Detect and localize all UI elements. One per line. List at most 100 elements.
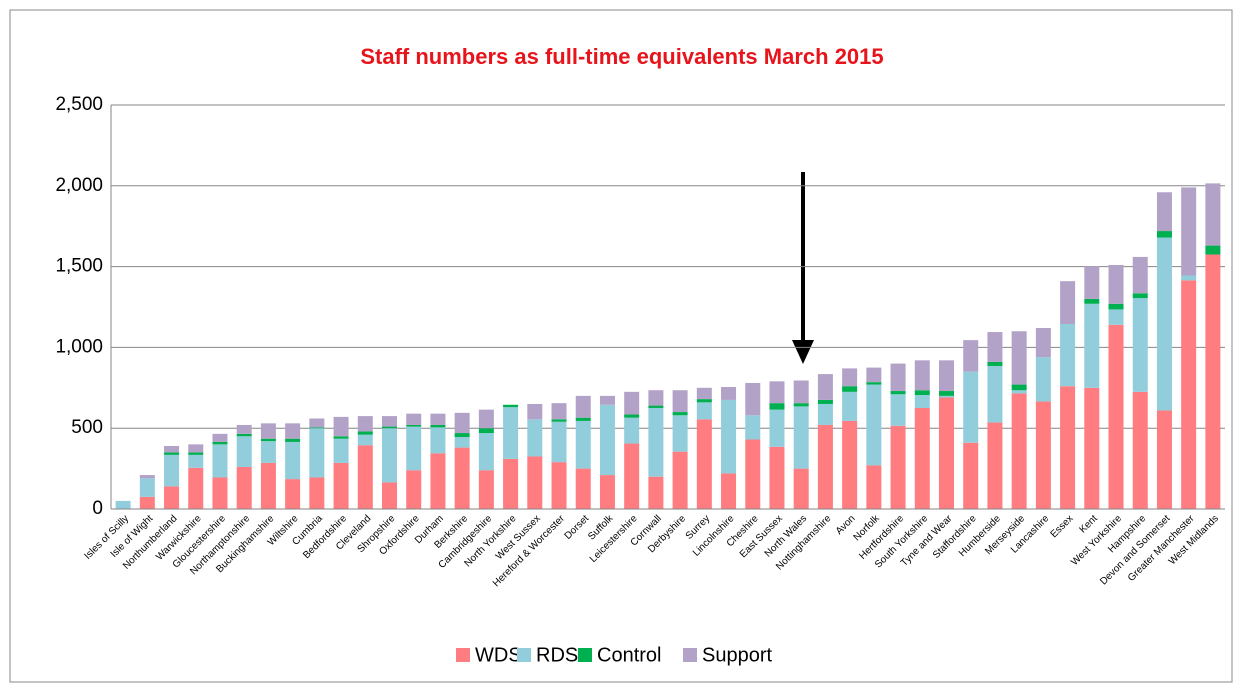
bar-segment [890,425,906,509]
bar-segment [939,397,954,509]
bar-segment [551,421,567,463]
bar-segment [430,453,446,509]
bar-segment [333,462,349,509]
bar-segment [139,475,155,479]
bar-segment [260,462,276,509]
bar-segment [1084,266,1100,299]
bar-segment [1132,298,1148,392]
bar-segment [866,382,882,385]
legend-swatch [683,648,697,662]
bar-segment [139,478,155,497]
bar-segment [1084,303,1100,388]
bar-segment [963,442,979,509]
bar-segment [527,419,543,457]
bar-segment [430,427,446,454]
bar-segment [963,371,979,443]
bar-segment [1011,331,1027,385]
bar-segment [333,438,349,463]
bar-segment [842,368,858,387]
bar-segment [1181,280,1197,509]
bar-segment [939,391,954,396]
bar-segment [430,424,446,428]
bar-segment [624,391,640,415]
bar-segment [1035,357,1051,402]
bar-segment [624,443,640,509]
bar-segment [357,445,373,509]
bar-segment [260,438,276,442]
y-tick-label: 1,000 [55,336,103,357]
bar-segment [1181,187,1197,276]
bar-segment [890,391,906,395]
bar-segment [914,395,930,408]
bar-segment [721,399,737,474]
bar-segment [188,454,204,468]
bar-segment [212,477,228,509]
chart-border [9,9,1233,683]
y-tick-label: 0 [92,498,103,519]
bar-segment [696,402,712,420]
bar-segment [1132,391,1148,509]
bar-segment [1156,237,1172,411]
bar-segment [745,382,761,416]
bar-segment [357,416,373,432]
bar-segment [914,360,930,391]
bar-segment [382,426,397,429]
y-tick-label: 1,500 [55,256,103,277]
bar-segment [987,422,1003,509]
bar-segment [721,386,737,400]
bar-segment [866,367,882,383]
bar-segment [963,340,979,372]
bar-segment [382,482,397,509]
bar-segment [575,417,591,421]
bar-segment [236,424,252,434]
bar-segment [115,500,131,509]
bar-segment [817,403,833,425]
bar-segment [527,456,543,509]
bar-segment [648,390,664,406]
bar-segment [406,424,422,427]
bar-segment [454,433,470,438]
bar-segment [1205,245,1221,255]
bar-segment [212,433,228,442]
bar-segment [624,414,640,418]
bar-segment [309,427,325,429]
bar-segment [406,413,422,425]
bar-segment [745,415,761,440]
bar-segment [357,434,373,446]
bar-segment [309,428,325,478]
bar-segment [914,390,930,396]
arrow [792,172,814,364]
bar-segment [890,394,906,426]
bar-segment [1181,275,1197,281]
bar-segment [987,332,1003,362]
bar-segment [406,426,422,471]
bar-segment [696,399,712,403]
bar-segment [793,380,809,404]
bar-segment [406,470,422,509]
bar-segment [260,423,276,439]
bar-segment [503,407,519,459]
bar-segment [866,384,882,466]
bar-segment [745,439,761,509]
bar-segment [478,428,494,434]
bar-segment [1108,303,1124,310]
bar-segment [866,465,882,509]
bar-segment [648,476,664,509]
bar-segment [696,419,712,509]
bar-segment [696,387,712,400]
legend-swatch [517,648,531,662]
bar-segment [842,386,858,392]
bar-segment [721,473,737,509]
bar-segment [478,470,494,509]
bar-segment [285,441,301,480]
legend-label: WDS [475,644,522,666]
bar-segment [430,413,446,425]
bar-segment [188,452,204,455]
bar-segment [842,391,858,421]
bar-segment [285,479,301,509]
bar-segment [1108,264,1124,304]
bar-segment [987,361,1003,366]
bar-segment [164,454,180,487]
bar-segment [1132,293,1148,299]
bar-segment [1011,390,1027,394]
